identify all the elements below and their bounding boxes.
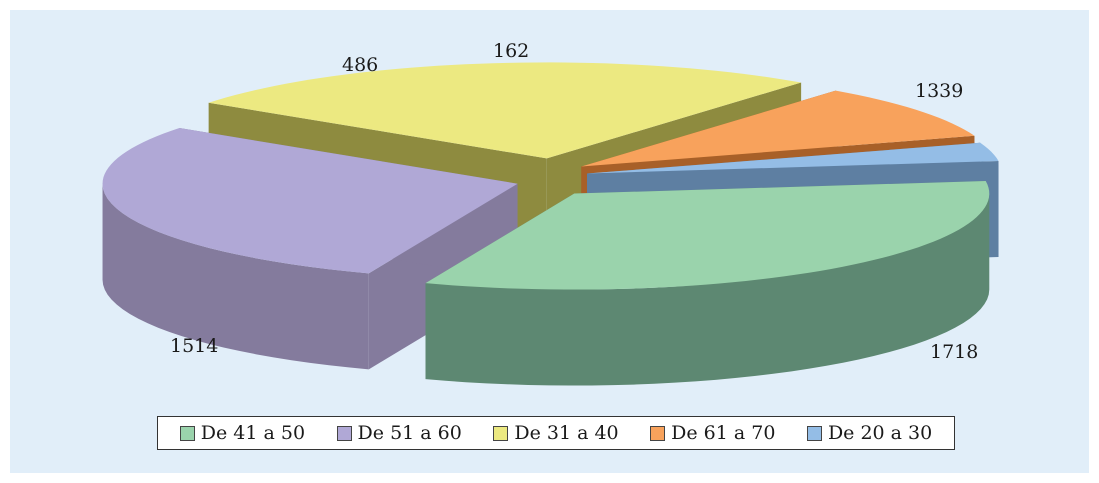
chart-panel: 1718 1514 1339 486 162 De 41 a 50 De 51 a 60… <box>10 10 1089 473</box>
legend-label: De 31 a 40 <box>514 422 619 444</box>
slice-value-label: 486 <box>342 54 378 76</box>
slice-value-label: 1339 <box>915 80 963 102</box>
legend-item-20-30: De 20 a 30 <box>806 422 933 444</box>
legend-swatch <box>336 425 352 441</box>
slice-value-label: 1718 <box>930 341 978 363</box>
legend-label: De 20 a 30 <box>827 422 933 444</box>
legend-item-61-70: De 61 a 70 <box>650 422 775 444</box>
legend-swatch <box>493 425 509 441</box>
legend-swatch <box>806 425 822 441</box>
legend-label: De 51 a 60 <box>357 422 462 444</box>
legend-label: De 41 a 50 <box>200 422 306 444</box>
slice-value-label: 1514 <box>170 335 218 357</box>
legend-swatch <box>179 425 195 441</box>
legend-item-31-40: De 31 a 40 <box>493 422 619 444</box>
pie-chart: 1718 1514 1339 486 162 <box>102 40 999 386</box>
pie-slice <box>425 181 990 386</box>
pie-slice-top <box>102 128 518 274</box>
legend-item-51-60: De 51 a 60 <box>336 422 462 444</box>
slice-value-label: 162 <box>493 40 529 62</box>
pie-slice-top <box>208 62 802 159</box>
pie-slice-top <box>587 142 999 174</box>
pie-slice-side <box>425 193 990 386</box>
pie-slice-top <box>581 90 975 167</box>
legend-item-41-50: De 41 a 50 <box>179 422 306 444</box>
pie-slice-top <box>425 181 990 290</box>
chart-legend: De 41 a 50 De 51 a 60 De 31 a 40 De 61 a… <box>157 416 955 450</box>
pie-slices <box>102 62 999 386</box>
pie-slice-side <box>102 183 369 370</box>
legend-swatch <box>650 425 666 441</box>
legend-label: De 61 a 70 <box>671 422 776 444</box>
